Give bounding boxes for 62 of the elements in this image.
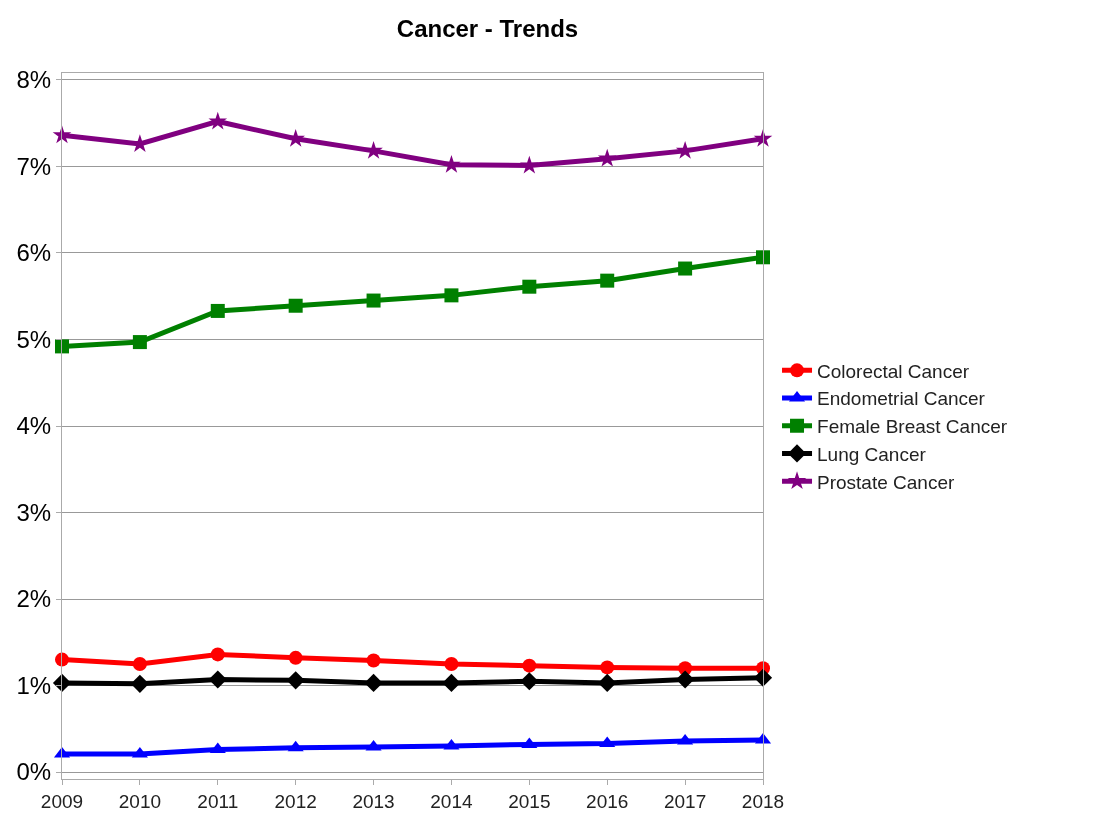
y-tick-label: 5% — [16, 325, 52, 353]
y-tick-label: 1% — [16, 671, 52, 699]
point — [132, 656, 147, 671]
point — [209, 742, 226, 754]
point — [288, 650, 303, 665]
point — [675, 141, 695, 159]
point — [55, 339, 69, 354]
x-tick-label: 2018 — [741, 790, 785, 812]
y-tick-label: 4% — [16, 412, 52, 440]
point — [52, 673, 72, 693]
point — [600, 273, 615, 288]
x-tick-label: 2010 — [118, 790, 162, 812]
y-tick-label: 2% — [16, 585, 52, 613]
point — [599, 736, 616, 748]
point — [288, 298, 303, 313]
y-tick-label: 7% — [16, 152, 52, 180]
point — [364, 673, 383, 693]
point — [132, 335, 147, 350]
x-tick-label: 2016 — [586, 790, 629, 812]
chart-title: Cancer - Trends — [396, 15, 579, 43]
point — [597, 148, 617, 167]
point — [365, 739, 382, 751]
point — [678, 261, 693, 276]
y-tick-label: 8% — [16, 66, 52, 94]
point — [364, 141, 383, 159]
point — [210, 647, 225, 662]
point — [208, 670, 227, 689]
legend-label: Prostate Cancer — [817, 471, 955, 493]
point — [366, 653, 381, 668]
point — [598, 673, 617, 693]
point — [522, 279, 537, 294]
point — [55, 652, 69, 667]
y-tick-label: 6% — [16, 239, 52, 267]
x-tick-label: 2012 — [274, 790, 317, 812]
legend-label: Endometrial Cancer — [817, 388, 986, 410]
y-tick-label: 0% — [16, 758, 52, 786]
point — [522, 658, 537, 673]
point — [286, 671, 305, 690]
point — [444, 656, 459, 671]
point — [520, 155, 539, 174]
x-tick-label: 2014 — [430, 790, 473, 812]
point — [444, 288, 459, 303]
y-tick-label: 3% — [16, 498, 52, 526]
point — [600, 660, 615, 675]
point — [756, 250, 770, 265]
point — [52, 125, 72, 144]
point — [208, 111, 228, 130]
point — [131, 746, 148, 758]
x-tick-label: 2017 — [663, 790, 707, 812]
point — [287, 740, 304, 752]
point — [676, 670, 695, 689]
x-tick-label: 2011 — [197, 790, 239, 812]
x-tick-label: 2013 — [352, 790, 395, 812]
legend-label: Female Breast Cancer — [817, 416, 1008, 438]
point — [366, 293, 381, 308]
point — [677, 733, 694, 745]
x-tick-label: 2015 — [508, 790, 551, 812]
point — [442, 673, 461, 693]
legend-label: Colorectal Cancer — [817, 360, 970, 382]
legend-label: Lung Cancer — [817, 443, 927, 465]
point — [210, 303, 225, 318]
x-tick-label: 2009 — [40, 790, 84, 812]
